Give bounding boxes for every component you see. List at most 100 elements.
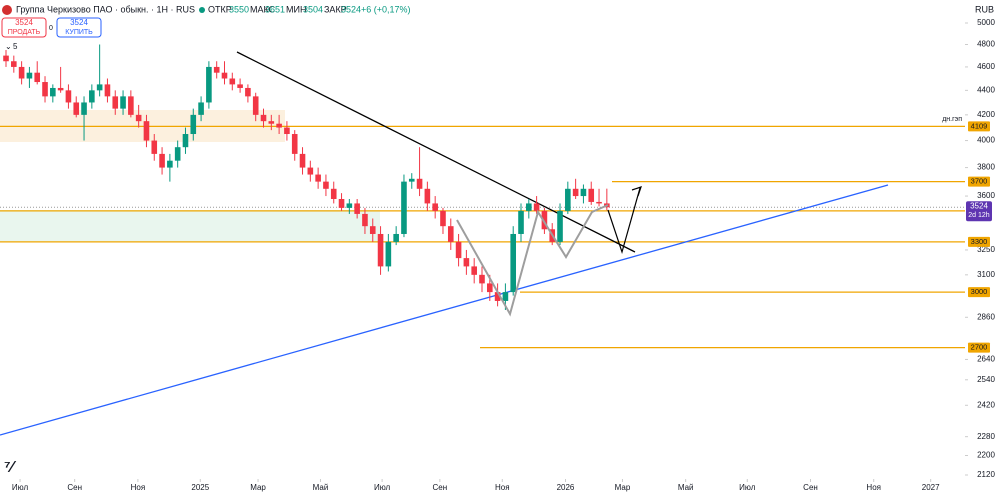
- candle-body: [416, 178, 423, 189]
- arrow: [607, 187, 641, 255]
- candle-body: [393, 233, 399, 242]
- candle-body: [81, 102, 87, 115]
- level-label: 3000: [971, 287, 988, 296]
- candle-body: [190, 114, 197, 135]
- candle-body: [252, 96, 259, 115]
- candle-body: [260, 114, 267, 122]
- y-tick-label: 3800: [977, 163, 995, 172]
- candle-body: [463, 258, 470, 267]
- candle-body: [167, 160, 173, 168]
- x-tick-label: Мар: [615, 483, 631, 492]
- candle-body: [26, 72, 33, 79]
- buy-button[interactable]: [56, 17, 102, 38]
- level-label: 3700: [971, 177, 988, 186]
- candle-body: [440, 210, 446, 227]
- y-tick-label: 4800: [977, 40, 995, 49]
- level-label-box: [968, 287, 990, 298]
- buy-label[interactable]: КУПИТЬ: [65, 29, 93, 36]
- candle-body: [143, 121, 150, 141]
- candle-body: [198, 102, 204, 115]
- candle-body: [42, 82, 48, 97]
- candle-body: [533, 203, 540, 211]
- candle-body: [89, 90, 95, 103]
- x-tick-label: Сен: [433, 483, 448, 492]
- x-tick-label: Ноя: [866, 483, 881, 492]
- pattern: [456, 204, 609, 317]
- candle-body: [96, 84, 103, 91]
- title: Группа Черкизово ПАО · обыкн. · 1Н · RUS: [16, 4, 195, 14]
- candle-body: [73, 102, 80, 115]
- logo: ⁷⁄: [4, 459, 17, 476]
- candle-body: [354, 203, 360, 214]
- x-tick-label: Ноя: [131, 483, 146, 492]
- y-tick-label: 3100: [977, 270, 995, 279]
- trendline: [0, 184, 889, 436]
- level-label: 4109: [971, 121, 988, 130]
- y-tick-label: 2420: [977, 400, 995, 409]
- candle-body: [128, 96, 134, 115]
- candle-body: [588, 188, 595, 202]
- buy-price[interactable]: 3524: [70, 18, 88, 27]
- candle-body: [18, 66, 25, 79]
- level-label-box: [968, 342, 990, 353]
- y-tick-label: 4400: [977, 85, 995, 94]
- candle-body: [307, 167, 314, 175]
- candle-body: [135, 114, 142, 122]
- candle-body: [510, 233, 517, 293]
- y-tick-label: 2860: [977, 312, 995, 321]
- x-tick-label: 2025: [191, 483, 209, 492]
- candle-body: [315, 174, 321, 182]
- candle-body: [3, 55, 9, 62]
- candle-body: [424, 188, 431, 204]
- candle-body: [362, 213, 368, 227]
- candle-body: [245, 87, 251, 97]
- x-tick-label: Май: [313, 483, 329, 492]
- zone: [0, 210, 380, 242]
- sell-label[interactable]: ПРОДАТЬ: [8, 29, 41, 36]
- y-tick-label: 2200: [977, 451, 995, 460]
- candle-body: [213, 66, 220, 73]
- candle-body: [369, 226, 376, 234]
- status-dot: [199, 7, 205, 13]
- countdown: 2d 12h: [968, 212, 990, 219]
- x-tick-label: Сен: [67, 483, 82, 492]
- close: 3524: [341, 4, 361, 14]
- y-tick-label: 2120: [977, 470, 995, 479]
- candle-body: [408, 178, 415, 182]
- candle-body: [57, 87, 64, 91]
- sell-button[interactable]: [1, 17, 47, 38]
- level-label-box: [968, 121, 990, 132]
- candle-body: [237, 84, 243, 88]
- candle-body: [120, 96, 126, 109]
- y-tick-label: 2280: [977, 432, 995, 441]
- level-note: дн.гэп: [942, 116, 962, 123]
- y-tick-label: 4200: [977, 110, 995, 119]
- y-tick-label: 3600: [977, 191, 995, 200]
- x-tick-label: 2027: [922, 483, 940, 492]
- candle-body: [541, 210, 548, 230]
- trendline: [236, 51, 636, 253]
- open: 3550: [229, 4, 249, 14]
- candle-body: [401, 181, 407, 234]
- low-label: МИН: [286, 4, 306, 14]
- sell-price[interactable]: 3524: [15, 18, 33, 27]
- candle-body: [494, 292, 501, 301]
- candle-body: [502, 292, 509, 301]
- candle-body: [565, 188, 571, 211]
- x-tick-label: Мар: [250, 483, 266, 492]
- candle-body: [276, 123, 282, 128]
- indicators-count[interactable]: 5: [13, 42, 18, 51]
- candle-body: [291, 134, 298, 154]
- indicators-toggle[interactable]: ⌄: [5, 42, 12, 51]
- x-tick-label: Июл: [12, 483, 29, 492]
- x-tick-label: Май: [678, 483, 694, 492]
- open-label: ОТКР: [208, 4, 232, 14]
- y-tick-label: 3250: [977, 245, 995, 254]
- high-label: МАКС: [250, 4, 276, 14]
- candle-body: [447, 226, 454, 242]
- candle-body: [338, 198, 345, 208]
- candle-body: [229, 78, 236, 85]
- candle-body: [432, 203, 438, 211]
